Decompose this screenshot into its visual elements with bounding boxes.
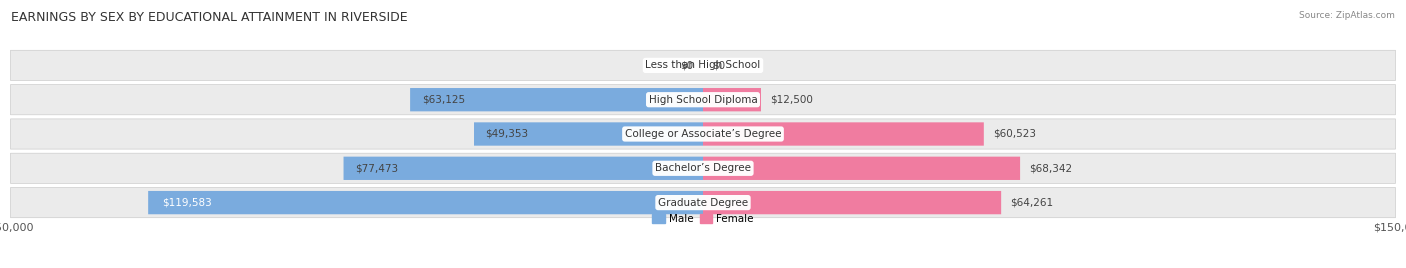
FancyBboxPatch shape: [148, 191, 703, 214]
FancyBboxPatch shape: [411, 88, 703, 111]
Text: $77,473: $77,473: [356, 163, 398, 173]
Text: $12,500: $12,500: [770, 95, 813, 105]
FancyBboxPatch shape: [10, 119, 1396, 149]
FancyBboxPatch shape: [703, 157, 1021, 180]
FancyBboxPatch shape: [10, 50, 1396, 80]
Text: Graduate Degree: Graduate Degree: [658, 198, 748, 208]
FancyBboxPatch shape: [10, 153, 1396, 183]
FancyBboxPatch shape: [10, 188, 1396, 218]
Text: $64,261: $64,261: [1011, 198, 1053, 208]
Text: $60,523: $60,523: [993, 129, 1036, 139]
FancyBboxPatch shape: [10, 85, 1396, 115]
Text: High School Diploma: High School Diploma: [648, 95, 758, 105]
Text: $119,583: $119,583: [162, 198, 212, 208]
FancyBboxPatch shape: [474, 122, 703, 146]
Text: $63,125: $63,125: [422, 95, 465, 105]
Text: EARNINGS BY SEX BY EDUCATIONAL ATTAINMENT IN RIVERSIDE: EARNINGS BY SEX BY EDUCATIONAL ATTAINMEN…: [11, 11, 408, 24]
Text: $68,342: $68,342: [1029, 163, 1073, 173]
FancyBboxPatch shape: [703, 88, 761, 111]
Text: Bachelor’s Degree: Bachelor’s Degree: [655, 163, 751, 173]
FancyBboxPatch shape: [703, 122, 984, 146]
FancyBboxPatch shape: [703, 191, 1001, 214]
Text: Less than High School: Less than High School: [645, 60, 761, 70]
Text: $0: $0: [713, 60, 725, 70]
FancyBboxPatch shape: [343, 157, 703, 180]
Legend: Male, Female: Male, Female: [648, 210, 758, 228]
Text: $0: $0: [681, 60, 693, 70]
Text: Source: ZipAtlas.com: Source: ZipAtlas.com: [1299, 11, 1395, 20]
Text: College or Associate’s Degree: College or Associate’s Degree: [624, 129, 782, 139]
Text: $49,353: $49,353: [485, 129, 529, 139]
